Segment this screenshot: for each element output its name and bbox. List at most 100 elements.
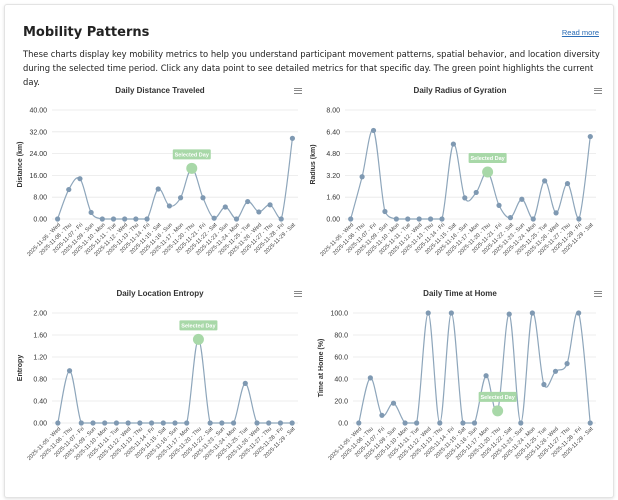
data-point[interactable] [245, 198, 251, 205]
data-point[interactable] [289, 135, 296, 141]
data-point[interactable] [66, 186, 72, 193]
data-point[interactable] [379, 412, 385, 418]
data-point[interactable] [160, 420, 166, 426]
data-point[interactable] [460, 420, 466, 426]
selected-day-point[interactable] [482, 166, 494, 178]
data-point[interactable] [439, 216, 445, 222]
data-point[interactable] [55, 420, 61, 426]
data-point[interactable] [88, 209, 94, 216]
data-point[interactable] [172, 420, 178, 426]
data-point[interactable] [266, 420, 272, 426]
data-point[interactable] [110, 216, 117, 222]
data-point[interactable] [113, 420, 120, 426]
data-point[interactable] [448, 310, 454, 316]
data-point[interactable] [576, 310, 582, 316]
data-point[interactable] [267, 202, 273, 208]
data-point[interactable] [530, 216, 536, 222]
data-point[interactable] [348, 216, 354, 222]
data-point[interactable] [483, 373, 489, 379]
data-point[interactable] [356, 420, 362, 426]
chart-time-at-home: 0.0 20.0 40.0 60.0 80.0 100.0 Time at Home (%)… [310, 285, 610, 485]
data-point[interactable] [564, 361, 570, 367]
data-point[interactable] [518, 420, 524, 426]
data-point[interactable] [471, 420, 478, 426]
data-point[interactable] [137, 420, 143, 426]
data-point[interactable] [507, 215, 514, 221]
data-point[interactable] [402, 420, 408, 426]
data-point[interactable] [496, 202, 502, 208]
data-point[interactable] [289, 420, 295, 426]
data-point[interactable] [222, 204, 228, 210]
data-point[interactable] [393, 216, 399, 222]
data-point[interactable] [77, 176, 83, 182]
data-point[interactable] [553, 210, 559, 216]
data-point[interactable] [54, 216, 61, 222]
data-point[interactable] [254, 420, 260, 426]
data-point[interactable] [122, 216, 128, 222]
hamburger-menu-icon[interactable] [294, 289, 302, 298]
data-point[interactable] [506, 311, 512, 317]
data-point[interactable] [277, 420, 284, 426]
selected-day-point[interactable] [192, 333, 204, 345]
data-point[interactable] [576, 216, 582, 222]
selected-day-label: Selected Day [468, 152, 507, 163]
data-point[interactable] [414, 420, 420, 426]
data-point[interactable] [450, 141, 456, 147]
data-point[interactable] [367, 375, 373, 381]
data-point[interactable] [219, 420, 225, 426]
data-point[interactable] [207, 420, 213, 426]
data-point[interactable] [587, 133, 593, 140]
data-point[interactable] [405, 216, 411, 222]
data-point[interactable] [437, 420, 443, 426]
data-point[interactable] [427, 216, 434, 222]
data-point[interactable] [587, 420, 593, 426]
hamburger-menu-icon[interactable] [594, 86, 602, 95]
data-point[interactable] [211, 215, 217, 221]
selected-day-point[interactable] [186, 162, 198, 174]
data-point[interactable] [390, 400, 397, 406]
selected-day-label-text: Selected Day [175, 152, 210, 158]
hamburger-menu-icon[interactable] [294, 86, 302, 95]
data-point[interactable] [184, 420, 190, 426]
data-point[interactable] [155, 186, 161, 192]
data-point[interactable] [125, 420, 131, 426]
y-axis-title: Distance (km) [17, 142, 24, 188]
data-point[interactable] [278, 216, 284, 222]
data-point[interactable] [242, 380, 248, 386]
data-point[interactable] [552, 368, 559, 374]
y-tick-label: 2.00 [33, 311, 47, 318]
data-point[interactable] [541, 381, 547, 388]
hamburger-menu-icon[interactable] [594, 289, 602, 298]
data-point[interactable] [133, 216, 139, 222]
data-point[interactable] [359, 174, 365, 180]
data-point[interactable] [102, 420, 108, 426]
data-point[interactable] [90, 420, 96, 426]
data-point[interactable] [256, 209, 262, 215]
selected-day-point[interactable] [492, 405, 504, 417]
data-point[interactable] [200, 195, 206, 201]
y-tick-label: 0.40 [33, 399, 47, 406]
data-point[interactable] [542, 178, 548, 184]
data-point[interactable] [166, 203, 173, 209]
data-point[interactable] [144, 216, 150, 222]
series-line [358, 311, 591, 424]
data-point[interactable] [230, 420, 237, 426]
data-point[interactable] [519, 196, 525, 202]
data-point[interactable] [370, 127, 377, 134]
data-point[interactable] [416, 216, 422, 222]
data-point[interactable] [99, 216, 105, 222]
data-point[interactable] [564, 180, 571, 187]
data-point[interactable] [462, 195, 468, 201]
data-point[interactable] [78, 420, 84, 426]
data-point[interactable] [148, 420, 155, 426]
data-point[interactable] [529, 310, 535, 316]
data-point[interactable] [382, 208, 388, 215]
data-point[interactable] [473, 189, 479, 196]
data-point[interactable] [425, 310, 431, 316]
data-point[interactable] [177, 195, 184, 201]
read-more-link[interactable]: Read more [561, 28, 599, 37]
data-point[interactable] [66, 368, 73, 374]
y-tick-label: 0.00 [326, 217, 340, 224]
data-point[interactable] [233, 216, 240, 222]
y-tick-label: 0.80 [33, 377, 47, 384]
